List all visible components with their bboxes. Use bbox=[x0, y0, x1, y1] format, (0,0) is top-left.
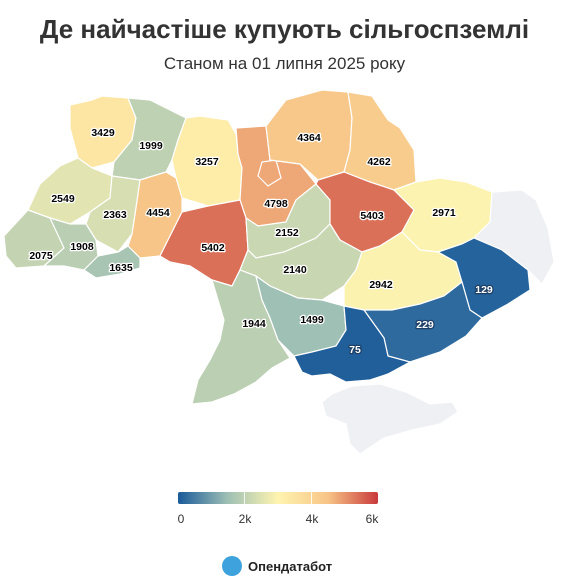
value-label-kirovohrad: 2140 bbox=[283, 264, 307, 276]
value-label-ivano-frankivsk: 1908 bbox=[70, 241, 94, 253]
chart-title: Де найчастіше купують сільгоспземлі bbox=[39, 14, 530, 44]
value-label-zaporizhzhia: 229 bbox=[416, 319, 434, 331]
region-kherson[interactable] bbox=[293, 305, 412, 383]
legend-separator bbox=[244, 492, 245, 504]
region-luhansk[interactable] bbox=[472, 189, 555, 285]
value-label-kharkiv: 2971 bbox=[432, 207, 456, 219]
value-label-dnipropetrovsk: 2942 bbox=[369, 279, 393, 291]
value-label-cherkasy: 2152 bbox=[275, 227, 299, 239]
region-sumy[interactable] bbox=[343, 91, 417, 191]
value-label-vinnytsia: 5402 bbox=[201, 242, 225, 254]
logo-text: Опендатабот bbox=[248, 558, 333, 574]
chart-subtitle: Станом на 01 липня 2025 року bbox=[163, 54, 406, 73]
legend-separator bbox=[311, 492, 312, 504]
value-label-donetsk: 129 bbox=[475, 284, 493, 296]
ukraine-choropleth-map: 3429 1999 3257 4364 4262 2549 2363 4454 … bbox=[3, 89, 555, 455]
value-label-kherson: 75 bbox=[349, 344, 361, 356]
brand-logo: Опендатабот bbox=[222, 556, 332, 576]
value-label-rivne: 1999 bbox=[139, 140, 163, 152]
region-donetsk[interactable] bbox=[436, 237, 531, 319]
legend-tick-6k: 6k bbox=[365, 512, 379, 526]
value-label-lviv: 2549 bbox=[51, 193, 75, 205]
value-label-volyn: 3429 bbox=[91, 127, 115, 139]
value-label-poltava: 5403 bbox=[360, 210, 384, 222]
value-label-ternopil: 2363 bbox=[103, 209, 127, 221]
value-label-kyiv: 4798 bbox=[264, 198, 288, 210]
legend-tick-4k: 4k bbox=[305, 512, 319, 526]
value-label-sumy: 4262 bbox=[367, 156, 391, 168]
legend-tick-0: 0 bbox=[177, 512, 185, 526]
logo-icon bbox=[222, 556, 242, 576]
region-crimea[interactable] bbox=[321, 383, 459, 455]
value-label-mykolaiv: 1499 bbox=[300, 314, 324, 326]
legend-tick-2k: 2k bbox=[238, 512, 252, 526]
value-label-khmelnytskyi: 4454 bbox=[146, 207, 170, 219]
value-label-chernivtsi: 1635 bbox=[109, 262, 133, 274]
value-label-chernihiv: 4364 bbox=[297, 132, 321, 144]
value-label-zakarpattia: 2075 bbox=[29, 250, 53, 262]
value-label-zhytomyr: 3257 bbox=[195, 156, 219, 168]
legend-gradient bbox=[178, 492, 378, 504]
color-legend: 0 2k 4k 6k bbox=[178, 492, 378, 530]
region-chernivtsi[interactable] bbox=[83, 245, 141, 279]
value-label-odesa: 1944 bbox=[242, 318, 266, 330]
